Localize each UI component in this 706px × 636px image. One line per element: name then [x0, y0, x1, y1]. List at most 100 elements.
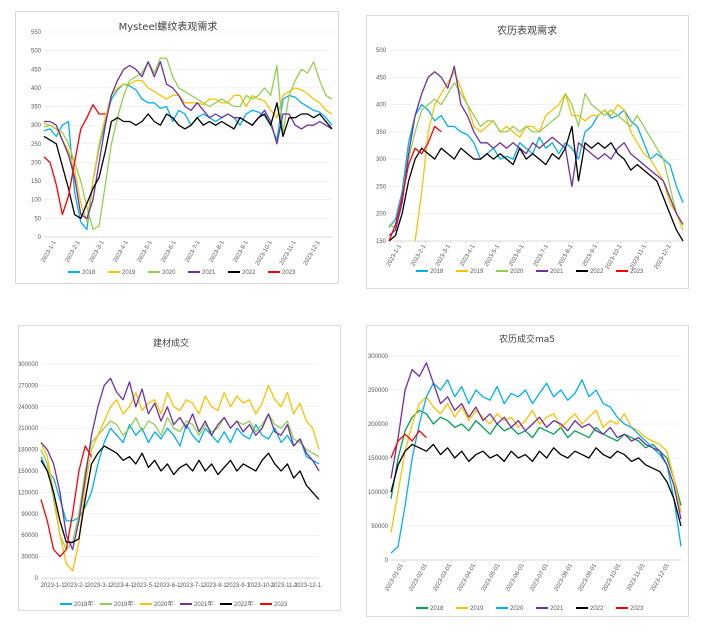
- y-tick-label: 150000: [368, 456, 389, 462]
- series-line-2023: [390, 430, 427, 459]
- x-tick-label: 2023-4-1: [113, 239, 131, 263]
- series-line-2020: [388, 82, 684, 229]
- y-tick-label: 240000: [19, 405, 39, 411]
- legend-label: 2020: [510, 269, 524, 275]
- x-tick-label: 2023-6-1: [156, 583, 181, 589]
- x-tick-label: 2023-12-01: [650, 562, 671, 592]
- x-tick-label: 2023-7-1: [533, 243, 551, 267]
- legend-label: 2020: [162, 270, 176, 276]
- x-tick-label: 2023-9-1: [582, 243, 600, 267]
- legend-label: 2021: [202, 270, 216, 276]
- legend-label: 2022: [590, 269, 604, 275]
- x-tick-label: 2023-12-1: [654, 243, 673, 270]
- y-tick-label: 350: [31, 105, 42, 111]
- x-tick-label: 2023-01-01: [384, 562, 405, 592]
- legend-label: 2019: [122, 270, 136, 276]
- chart-lunar-apparent-demand: 农历表观需求 150 200 250 300 350 400 450 500 2023-1-1 20…: [376, 24, 684, 275]
- x-tick-label: 2023-9-1: [233, 239, 251, 263]
- chart-title: 农历表观需求: [497, 24, 557, 37]
- y-tick-label: 150: [31, 179, 42, 185]
- y-tick-label: 550: [31, 30, 42, 36]
- chart-panel-building-material-transactions: 建材成交 0 30000 60000 90000 120000 150000 180000 21…: [18, 325, 341, 611]
- legend-label: 2022年: [234, 600, 253, 608]
- x-tick-label: 2023-11-1: [279, 239, 298, 266]
- y-tick-label: 50: [34, 216, 41, 222]
- series-line-2021: [388, 65, 684, 236]
- series-line-2023: [43, 104, 106, 216]
- x-tick-label: 2023-4-1: [459, 243, 477, 267]
- y-tick-label: 50000: [371, 524, 388, 530]
- series-line-2018: [390, 409, 682, 506]
- x-tick-label: 2023-11-01: [626, 562, 647, 592]
- legend-label: 2023: [630, 606, 644, 612]
- y-tick-label: 450: [31, 67, 42, 73]
- x-tick-label: 2023-10-1: [247, 583, 275, 589]
- series-line-2019: [414, 71, 684, 242]
- legend-label: 2018: [430, 269, 444, 275]
- x-tick-label: 2023-2-1: [65, 239, 83, 263]
- y-tick-label: 120000: [19, 490, 39, 496]
- y-tick-label: 250: [31, 142, 42, 148]
- chart-lunar-transactions-ma5: 农历成交ma5 0 50000 100000 150000 200000 250000 300…: [368, 333, 682, 612]
- x-tick-label: 2023-10-1: [605, 243, 624, 270]
- x-tick-label: 2023-8-1: [203, 583, 228, 589]
- y-tick-label: 60000: [21, 533, 38, 539]
- x-tick-label: 2023-03-01: [433, 562, 454, 592]
- series-line-2019: [390, 396, 682, 533]
- legend-label: 2021: [550, 269, 564, 275]
- series-line-2019: [43, 79, 333, 223]
- legend-label: 2021年: [194, 600, 213, 608]
- y-tick-label: 150: [376, 239, 387, 245]
- x-tick-label: 2023-05-01: [481, 562, 502, 592]
- x-tick-label: 2023-5-1: [137, 239, 155, 263]
- y-tick-label: 270000: [19, 383, 39, 389]
- y-tick-label: 250: [376, 184, 387, 190]
- y-tick-label: 200: [31, 160, 42, 166]
- legend-label: 2020: [510, 606, 524, 612]
- x-tick-label: 2023-3-1: [87, 583, 112, 589]
- y-tick-label: 0: [35, 576, 39, 582]
- series-line-2022: [43, 102, 333, 220]
- y-tick-label: 500: [31, 49, 42, 55]
- y-tick-label: 450: [376, 75, 387, 81]
- legend-label: 2023: [274, 602, 288, 608]
- y-tick-label: 0: [38, 235, 42, 241]
- series-line-2022年: [40, 445, 320, 543]
- y-tick-label: 30000: [21, 555, 38, 561]
- legend-label: 2019: [470, 269, 484, 275]
- x-tick-label: 2023-6-1: [508, 243, 526, 267]
- y-tick-label: 210000: [19, 426, 39, 432]
- series-line-2018年: [40, 423, 320, 522]
- legend-label: 2023: [282, 270, 296, 276]
- x-tick-label: 2023-08-01: [553, 562, 574, 592]
- legend-label: 2018: [82, 270, 96, 276]
- y-tick-label: 200000: [368, 422, 389, 428]
- legend-label: 2022: [590, 606, 604, 612]
- x-tick-label: 2023-12-1: [294, 583, 322, 589]
- series-line-2023: [40, 445, 93, 558]
- y-tick-label: 200: [376, 212, 387, 218]
- y-tick-label: 300000: [19, 362, 39, 368]
- x-tick-label: 2023-11-1: [629, 243, 648, 270]
- series-line-2020: [43, 57, 333, 231]
- chart-panel-lunar-apparent-demand: 农历表观需求 150 200 250 300 350 400 450 500 2023-1-1 20…: [366, 15, 689, 289]
- y-tick-label: 400: [376, 103, 387, 109]
- chart-rebar-apparent-demand: Mysteel螺纹表观需求 0 50 100 150 200 250 300 350 400 450…: [31, 20, 333, 276]
- x-tick-label: 2023-06-01: [505, 562, 526, 592]
- legend-label: 2021: [550, 606, 564, 612]
- y-tick-label: 180000: [19, 448, 39, 454]
- y-tick-label: 100000: [368, 490, 389, 496]
- y-tick-label: 100: [31, 198, 42, 204]
- x-tick-label: 2023-3-1: [435, 243, 453, 267]
- x-tick-label: 2023-07-01: [529, 562, 550, 592]
- x-tick-label: 2023-2-1: [64, 583, 89, 589]
- y-tick-label: 250000: [368, 388, 389, 394]
- x-tick-label: 2023-11-1: [271, 583, 299, 589]
- x-tick-label: 2023-1-1: [41, 583, 66, 589]
- x-tick-label: 2023-02-01: [408, 562, 429, 592]
- y-tick-label: 350: [376, 130, 387, 136]
- y-tick-label: 90000: [21, 512, 38, 518]
- x-tick-label: 2023-10-1: [255, 239, 274, 266]
- chart-panel-lunar-transactions-ma5: 农历成交ma5 0 50000 100000 150000 200000 250000 300…: [366, 325, 689, 617]
- x-tick-label: 2023-2-1: [410, 243, 428, 267]
